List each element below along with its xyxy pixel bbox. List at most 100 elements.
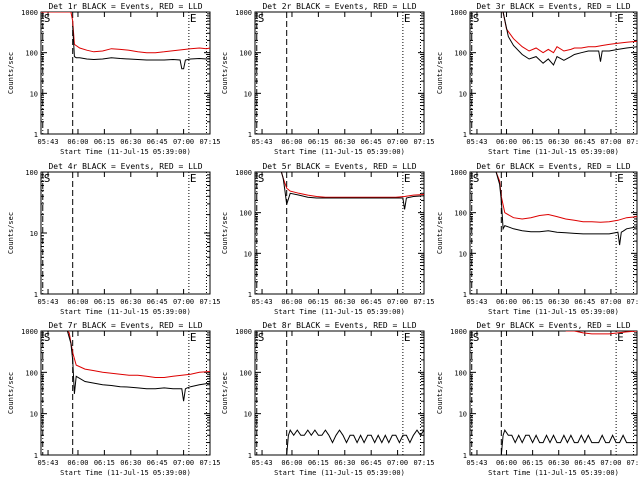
x-tick-label: 06:30 [334,138,355,146]
lld-series-line [502,12,637,54]
y-tick-label: 1 [463,452,467,460]
x-tick-label: 07:00 [387,298,408,306]
panel-det-3r: Det 3r BLACK = Events, RED = LLD Start Ti… [436,2,640,156]
x-tick-label: 06:00 [281,298,302,306]
y-tick-label: 1000 [450,169,467,177]
x-tick-label: 06:15 [522,459,543,467]
x-tick-label: 06:30 [120,459,141,467]
plot-frame [40,330,211,456]
x-axis-label: Start Time (11-Jul-15 05:39:00) [488,469,619,477]
panel-det-7r: Det 7r BLACK = Events, RED = LLD Start Ti… [7,321,221,477]
x-tick-label: 07:15 [413,459,434,467]
x-tick-label: 07:00 [387,459,408,467]
x-axis-label: Start Time (11-Jul-15 05:39:00) [488,308,619,316]
x-tick-label: 06:30 [548,138,569,146]
panel-title: Det 5r BLACK = Events, RED = LLD [262,162,416,171]
x-tick-label: 06:30 [334,298,355,306]
x-tick-label: 07:00 [173,138,194,146]
panel-title: Det 6r BLACK = Events, RED = LLD [476,162,630,171]
y-tick-label: 1 [248,452,252,460]
x-tick-label: 05:43 [466,459,487,467]
x-tick-label: 06:00 [281,459,302,467]
y-tick-label: 1 [34,291,38,299]
y-tick-label: 1 [34,452,38,460]
events-series-line [255,172,424,210]
x-tick-label: 06:30 [548,459,569,467]
y-tick-label: 100 [454,210,467,218]
x-tick-label: 06:15 [522,298,543,306]
y-tick-label: 1000 [450,9,467,17]
lld-series-line [41,331,210,378]
lld-series-line [41,12,210,54]
x-tick-label: 07:00 [173,298,194,306]
y-tick-label: 100 [239,369,252,377]
panel-det-6r: Det 6r BLACK = Events, RED = LLD Start Ti… [436,162,640,316]
x-tick-label: 06:45 [361,138,382,146]
y-tick-label: 100 [239,210,252,218]
plot-frame [469,171,638,295]
y-tick-label: 100 [25,169,38,177]
x-axis-label: Start Time (11-Jul-15 05:39:00) [60,148,191,156]
y-tick-label: 10 [459,90,467,98]
x-tick-label: 06:15 [94,298,115,306]
events-series-line [502,12,637,66]
y-tick-label: 10 [459,411,467,419]
plot-frame [254,171,425,295]
panel-title: Det 1r BLACK = Events, RED = LLD [48,2,202,11]
x-tick-label: 06:45 [574,138,595,146]
y-axis-label: Counts/sec [436,52,444,94]
event-marker-label: E [404,172,411,185]
y-axis-label: Counts/sec [7,52,15,94]
x-tick-label: 07:15 [199,138,220,146]
event-marker-label: E [404,12,411,25]
x-tick-label: 05:43 [252,298,273,306]
x-tick-label: 07:15 [626,298,640,306]
x-tick-label: 06:45 [574,298,595,306]
x-tick-label: 06:45 [361,298,382,306]
y-tick-label: 10 [459,250,467,258]
x-tick-label: 06:00 [496,459,517,467]
x-tick-label: 07:00 [173,459,194,467]
y-tick-label: 10 [244,411,252,419]
plot-frame [254,330,425,456]
y-axis-label: Counts/sec [221,52,229,94]
panel-det-8r: Det 8r BLACK = Events, RED = LLD Start Ti… [221,321,435,477]
plot-frame [469,11,638,135]
x-tick-label: 07:00 [600,459,621,467]
x-tick-label: 06:45 [147,138,168,146]
x-tick-label: 05:43 [252,138,273,146]
x-tick-label: 05:43 [38,459,59,467]
plot-frame [254,11,425,135]
x-axis-label: Start Time (11-Jul-15 05:39:00) [274,469,405,477]
event-marker-label: S [473,12,480,25]
plot-frame [469,330,638,456]
x-tick-label: 07:15 [199,459,220,467]
x-tick-label: 06:45 [361,459,382,467]
y-tick-label: 1000 [21,328,38,336]
y-tick-label: 1000 [235,169,252,177]
x-tick-label: 07:00 [387,138,408,146]
event-marker-label: E [617,172,624,185]
events-series-line [500,428,637,455]
x-tick-label: 06:00 [67,459,88,467]
event-marker-label: E [617,12,624,25]
y-tick-label: 100 [454,50,467,58]
plot-frame [40,11,211,135]
x-tick-label: 07:15 [413,138,434,146]
lld-series-line [565,331,637,335]
lld-series-line [255,172,424,198]
panel-title: Det 9r BLACK = Events, RED = LLD [476,321,630,330]
x-tick-label: 07:15 [413,298,434,306]
x-tick-label: 06:30 [548,298,569,306]
x-tick-label: 06:30 [120,138,141,146]
x-tick-label: 07:15 [626,459,640,467]
x-tick-label: 07:00 [600,138,621,146]
x-tick-label: 06:15 [308,298,329,306]
x-axis-label: Start Time (11-Jul-15 05:39:00) [274,308,405,316]
events-series-line [41,331,210,402]
y-axis-label: Counts/sec [436,212,444,254]
y-axis-label: Counts/sec [221,372,229,414]
events-series-line [72,26,210,70]
panel-title: Det 7r BLACK = Events, RED = LLD [48,321,202,330]
x-tick-label: 06:15 [522,138,543,146]
